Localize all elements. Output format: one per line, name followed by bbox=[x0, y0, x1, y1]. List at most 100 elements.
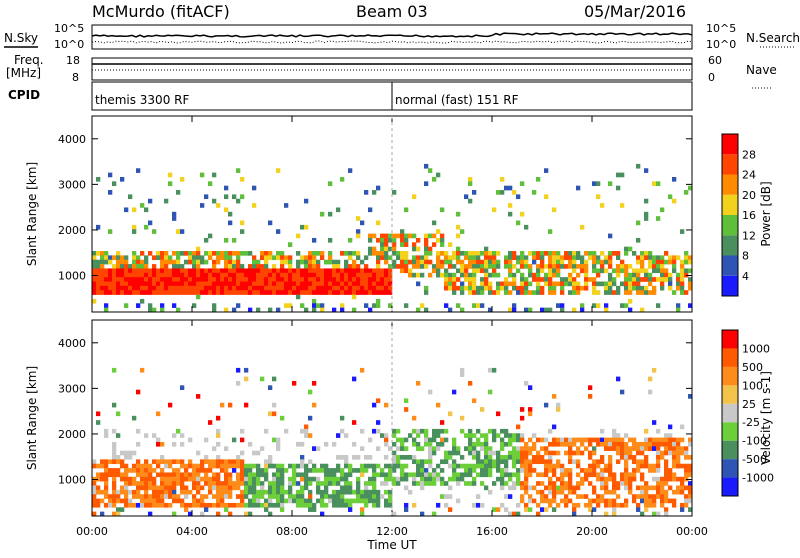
heatmap-cell bbox=[372, 277, 377, 282]
heatmap-cell bbox=[600, 498, 605, 504]
heatmap-cell bbox=[240, 463, 245, 469]
heatmap-cell bbox=[652, 367, 657, 373]
heatmap-cell bbox=[152, 268, 157, 274]
heatmap-cell bbox=[212, 472, 217, 478]
heatmap-cell bbox=[204, 468, 209, 473]
heatmap-cell bbox=[276, 476, 281, 482]
heatmap-cell bbox=[140, 268, 145, 274]
heatmap-cell bbox=[552, 264, 557, 269]
heatmap-cell bbox=[532, 459, 537, 465]
heatmap-cell bbox=[548, 450, 553, 456]
heatmap-cell bbox=[200, 268, 205, 274]
heatmap-cell bbox=[424, 264, 429, 269]
heatmap-cell bbox=[484, 259, 489, 265]
heatmap-cell bbox=[684, 502, 689, 508]
heatmap-cell bbox=[272, 437, 277, 443]
heatmap-cell bbox=[480, 303, 485, 308]
heatmap-cell bbox=[116, 259, 121, 265]
heatmap-cell bbox=[676, 281, 681, 287]
heatmap-cell bbox=[592, 181, 597, 186]
heatmap-cell bbox=[488, 472, 493, 478]
heatmap-cell bbox=[140, 472, 145, 478]
heatmap-cell bbox=[96, 272, 101, 278]
heatmap-cell bbox=[476, 502, 481, 508]
heatmap-cell bbox=[632, 446, 637, 451]
heatmap-cell bbox=[456, 472, 461, 478]
heatmap-cell bbox=[508, 307, 513, 313]
heatmap-cell bbox=[156, 485, 161, 491]
heatmap-cell bbox=[584, 494, 589, 499]
heatmap-cell bbox=[668, 472, 673, 478]
heatmap-cell bbox=[604, 307, 609, 313]
heatmap-cell bbox=[528, 450, 533, 456]
heatmap-cell bbox=[224, 277, 229, 282]
heatmap-cell bbox=[536, 251, 541, 256]
heatmap-cell bbox=[320, 498, 325, 504]
heatmap-cell bbox=[684, 468, 689, 473]
heatmap-cell bbox=[284, 281, 289, 287]
heatmap-cell bbox=[196, 290, 201, 295]
heatmap-cell bbox=[152, 290, 157, 295]
heatmap-cell bbox=[376, 185, 381, 191]
heatmap-cell bbox=[468, 450, 473, 456]
heatmap-cell bbox=[224, 268, 229, 274]
heatmap-cell bbox=[540, 437, 545, 443]
heatmap-cell bbox=[284, 468, 289, 473]
heatmap-cell bbox=[148, 481, 153, 486]
heatmap-cell bbox=[536, 489, 541, 495]
heatmap-cell bbox=[624, 303, 629, 308]
heatmap-cell bbox=[592, 446, 597, 451]
heatmap-cell bbox=[392, 450, 397, 456]
heatmap-cell bbox=[472, 277, 477, 282]
heatmap-cell bbox=[652, 446, 657, 451]
heatmap-cell bbox=[608, 468, 613, 473]
heatmap-cell bbox=[248, 272, 253, 278]
heatmap-cell bbox=[496, 285, 501, 291]
heatmap-cell bbox=[180, 229, 185, 234]
heatmap-cell bbox=[120, 485, 125, 491]
heatmap-cell bbox=[168, 402, 173, 408]
heatmap-cell bbox=[296, 285, 301, 291]
heatmap-cell bbox=[464, 255, 469, 261]
heatmap-cell bbox=[344, 290, 349, 295]
heatmap-cell bbox=[372, 468, 377, 473]
heatmap-cell bbox=[556, 485, 561, 491]
heatmap-cell bbox=[276, 277, 281, 282]
heatmap-cell bbox=[516, 285, 521, 291]
heatmap-cell bbox=[496, 476, 501, 482]
heatmap-cell bbox=[652, 502, 657, 508]
heatmap-cell bbox=[644, 502, 649, 508]
heatmap-cell bbox=[276, 290, 281, 295]
heatmap-cell bbox=[128, 268, 133, 274]
heatmap-cell bbox=[560, 485, 565, 491]
heatmap-cell bbox=[204, 459, 209, 465]
heatmap-cell bbox=[388, 446, 393, 451]
heatmap-cell bbox=[688, 437, 693, 443]
heatmap-cell bbox=[400, 251, 405, 256]
heatmap-cell bbox=[508, 450, 513, 456]
heatmap-cell bbox=[172, 272, 177, 278]
heatmap-cell bbox=[124, 272, 129, 278]
heatmap-cell bbox=[396, 481, 401, 486]
heatmap-cell bbox=[488, 468, 493, 473]
heatmap-cell bbox=[252, 498, 257, 504]
heatmap-cell bbox=[144, 207, 149, 213]
heatmap-cell bbox=[312, 303, 317, 308]
heatmap-cell bbox=[236, 502, 241, 508]
heatmap-cell bbox=[556, 259, 561, 265]
heatmap-cell bbox=[124, 489, 129, 495]
heatmap-cell bbox=[464, 433, 469, 438]
heatmap-cell bbox=[568, 281, 573, 287]
heatmap-cell bbox=[176, 190, 181, 195]
heatmap-cell bbox=[380, 272, 385, 278]
heatmap-cell bbox=[176, 272, 181, 278]
heatmap-cell bbox=[632, 437, 637, 443]
heatmap-cell bbox=[100, 290, 105, 295]
heatmap-cell bbox=[252, 272, 257, 278]
heatmap-cell bbox=[352, 259, 357, 265]
heatmap-cell bbox=[312, 468, 317, 473]
heatmap-cell bbox=[492, 481, 497, 486]
heatmap-cell bbox=[244, 272, 249, 278]
heatmap-cell bbox=[212, 268, 217, 274]
heatmap-cell bbox=[588, 481, 593, 486]
